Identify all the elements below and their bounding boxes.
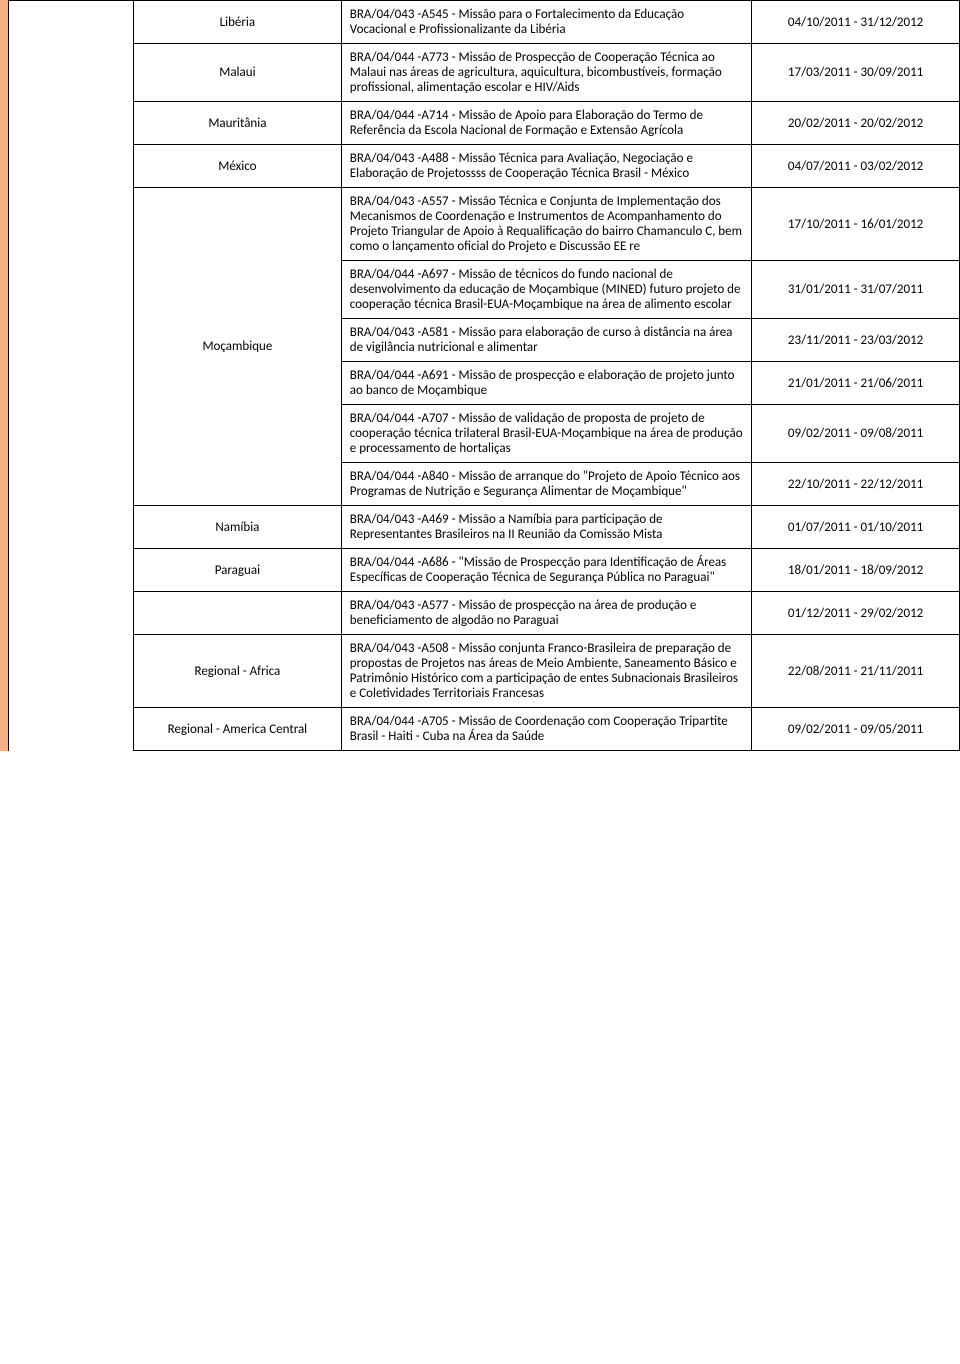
left-spacer-column: [8, 0, 133, 751]
table-row: MalauiBRA/04/044 -A773 - Missão de Prosp…: [134, 44, 960, 102]
table-row: NamíbiaBRA/04/043 -A469 - Missão a Namíb…: [134, 506, 960, 549]
country-cell: Mauritânia: [134, 102, 342, 145]
dates-cell: 01/12/2011 - 29/02/2012: [752, 592, 960, 635]
description-cell: BRA/04/044 -A697 - Missão de técnicos do…: [341, 261, 751, 319]
table-container: LibériaBRA/04/043 -A545 - Missão para o …: [133, 0, 960, 751]
description-cell: BRA/04/043 -A581 - Missão para elaboraçã…: [341, 319, 751, 362]
dates-cell: 18/01/2011 - 18/09/2012: [752, 549, 960, 592]
country-cell: [134, 592, 342, 635]
country-cell: Namíbia: [134, 506, 342, 549]
page-layout: LibériaBRA/04/043 -A545 - Missão para o …: [0, 0, 960, 751]
description-cell: BRA/04/043 -A577 - Missão de prospecção …: [341, 592, 751, 635]
left-color-strip: [0, 0, 8, 751]
dates-cell: 04/10/2011 - 31/12/2012: [752, 1, 960, 44]
table-row: MauritâniaBRA/04/044 -A714 - Missão de A…: [134, 102, 960, 145]
country-cell: Moçambique: [134, 188, 342, 506]
description-cell: BRA/04/043 -A508 - Missão conjunta Franc…: [341, 635, 751, 708]
table-body: LibériaBRA/04/043 -A545 - Missão para o …: [134, 1, 960, 751]
description-cell: BRA/04/043 -A488 - Missão Técnica para A…: [341, 145, 751, 188]
country-cell: Paraguai: [134, 549, 342, 592]
dates-cell: 01/07/2011 - 01/10/2011: [752, 506, 960, 549]
description-cell: BRA/04/043 -A557 - Missão Técnica e Conj…: [341, 188, 751, 261]
description-cell: BRA/04/044 -A840 - Missão de arranque do…: [341, 463, 751, 506]
dates-cell: 23/11/2011 - 23/03/2012: [752, 319, 960, 362]
dates-cell: 22/08/2011 - 21/11/2011: [752, 635, 960, 708]
country-cell: Libéria: [134, 1, 342, 44]
table-row: Regional - America CentralBRA/04/044 -A7…: [134, 708, 960, 751]
description-cell: BRA/04/044 -A707 - Missão de validação d…: [341, 405, 751, 463]
dates-cell: 09/02/2011 - 09/05/2011: [752, 708, 960, 751]
country-cell: México: [134, 145, 342, 188]
description-cell: BRA/04/044 -A714 - Missão de Apoio para …: [341, 102, 751, 145]
table-row: MéxicoBRA/04/043 -A488 - Missão Técnica …: [134, 145, 960, 188]
description-cell: BRA/04/043 -A545 - Missão para o Fortale…: [341, 1, 751, 44]
dates-cell: 17/10/2011 - 16/01/2012: [752, 188, 960, 261]
description-cell: BRA/04/044 -A705 - Missão de Coordenação…: [341, 708, 751, 751]
table-row: MoçambiqueBRA/04/043 -A557 - Missão Técn…: [134, 188, 960, 261]
country-cell: Regional - Africa: [134, 635, 342, 708]
dates-cell: 31/01/2011 - 31/07/2011: [752, 261, 960, 319]
missions-table: LibériaBRA/04/043 -A545 - Missão para o …: [133, 0, 960, 751]
dates-cell: 20/02/2011 - 20/02/2012: [752, 102, 960, 145]
dates-cell: 21/01/2011 - 21/06/2011: [752, 362, 960, 405]
dates-cell: 22/10/2011 - 22/12/2011: [752, 463, 960, 506]
description-cell: BRA/04/044 -A691 - Missão de prospecção …: [341, 362, 751, 405]
country-cell: Regional - America Central: [134, 708, 342, 751]
description-cell: BRA/04/044 -A686 - "Missão de Prospecção…: [341, 549, 751, 592]
dates-cell: 04/07/2011 - 03/02/2012: [752, 145, 960, 188]
dates-cell: 09/02/2011 - 09/08/2011: [752, 405, 960, 463]
table-row: ParaguaiBRA/04/044 -A686 - "Missão de Pr…: [134, 549, 960, 592]
description-cell: BRA/04/044 -A773 - Missão de Prospecção …: [341, 44, 751, 102]
table-row: LibériaBRA/04/043 -A545 - Missão para o …: [134, 1, 960, 44]
table-row: BRA/04/043 -A577 - Missão de prospecção …: [134, 592, 960, 635]
description-cell: BRA/04/043 -A469 - Missão a Namíbia para…: [341, 506, 751, 549]
dates-cell: 17/03/2011 - 30/09/2011: [752, 44, 960, 102]
country-cell: Malaui: [134, 44, 342, 102]
table-row: Regional - AfricaBRA/04/043 -A508 - Miss…: [134, 635, 960, 708]
